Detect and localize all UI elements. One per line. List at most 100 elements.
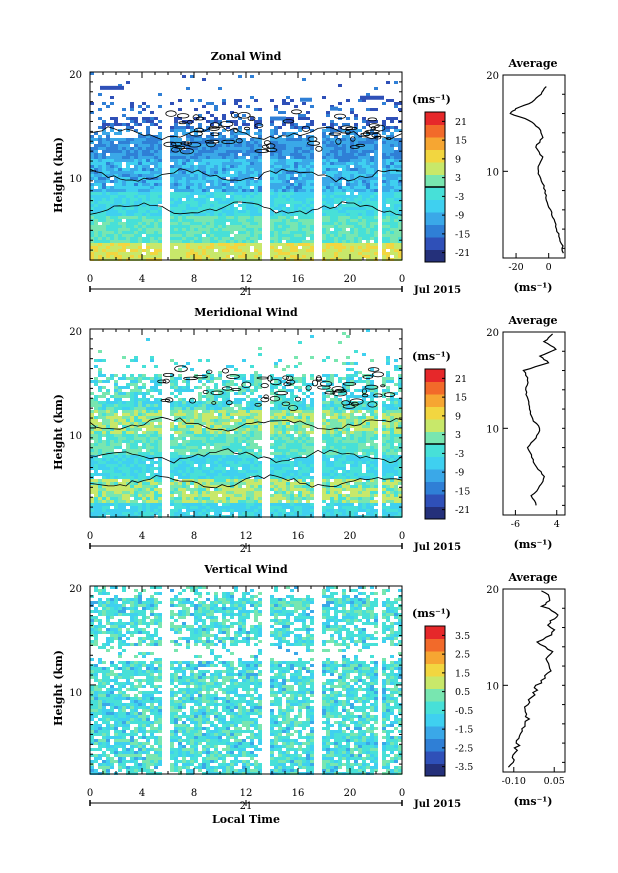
heatmap-cell (290, 120, 294, 123)
heatmap-cell (278, 150, 282, 153)
contour-line (210, 132, 220, 137)
heatmap-cell (398, 138, 402, 141)
heatmap-cell (158, 413, 162, 416)
heatmap-cell (330, 138, 334, 141)
heatmap-cell (134, 117, 138, 120)
heatmap-cell (394, 249, 398, 252)
heatmap-cell (382, 446, 386, 449)
panel-title: Vertical Wind (203, 563, 288, 576)
heatmap-cell (206, 213, 210, 216)
heatmap-cell (138, 135, 142, 138)
heatmap-cell (218, 207, 222, 210)
heatmap-cell (198, 434, 202, 437)
heatmap-cell (302, 228, 306, 231)
heatmap-cell (142, 156, 146, 159)
heatmap-cell (94, 171, 98, 174)
heatmap-cell (366, 249, 370, 252)
heatmap-cell (250, 374, 254, 377)
heatmap-cell (234, 428, 238, 431)
heatmap-cell (178, 177, 182, 180)
heatmap-cell (254, 180, 258, 183)
heatmap-cell (390, 117, 394, 120)
heatmap-cell (338, 234, 342, 237)
heatmap-cell (370, 141, 374, 144)
heatmap-cell (106, 255, 110, 258)
heatmap-cell (234, 198, 238, 201)
heatmap-cell (214, 198, 218, 201)
heatmap-cell (106, 249, 110, 252)
heatmap-cell (202, 201, 206, 204)
heatmap-cell (342, 237, 346, 240)
heatmap-cell (238, 156, 242, 159)
heatmap-cell (362, 398, 366, 401)
heatmap-cell (138, 111, 142, 114)
heatmap-cell (230, 189, 234, 192)
heatmap-cell (362, 434, 366, 437)
heatmap-cell (210, 243, 214, 246)
heatmap-cell (338, 219, 342, 222)
heatmap-cell (374, 216, 378, 219)
heatmap-cell (374, 189, 378, 192)
heatmap-cell (90, 207, 94, 210)
heatmap-cell (206, 111, 210, 114)
heatmap-cell (122, 138, 126, 141)
heatmap-cell (142, 195, 146, 198)
heatmap-cell (286, 219, 290, 222)
heatmap-cell (334, 207, 338, 210)
heatmap-cell (154, 153, 158, 156)
heatmap-cell (182, 159, 186, 162)
heatmap-cell (366, 240, 370, 243)
heatmap-cell (194, 204, 198, 207)
heatmap-cell (202, 413, 206, 416)
heatmap-cell (158, 156, 162, 159)
heatmap-cell (118, 401, 122, 404)
heatmap-cell (174, 159, 178, 162)
heatmap-cell (186, 419, 190, 422)
heatmap-cell (170, 246, 174, 249)
heatmap-cell (290, 434, 294, 437)
heatmap-cell (354, 371, 358, 374)
heatmap-cell (190, 401, 194, 404)
heatmap-cell (158, 222, 162, 225)
heatmap-cell (258, 246, 262, 249)
heatmap-cell (174, 153, 178, 156)
heatmap-cell (310, 237, 314, 240)
heatmap-cell (374, 410, 378, 413)
heatmap-cell (290, 240, 294, 243)
heatmap-cell (362, 156, 366, 159)
heatmap-cell (358, 213, 362, 216)
heatmap-cell (330, 171, 334, 174)
heatmap-cell (394, 225, 398, 228)
heatmap-cell (214, 195, 218, 198)
heatmap-cell (238, 231, 242, 234)
heatmap-cell (334, 192, 338, 195)
contour-line (333, 113, 346, 119)
heatmap-cell (190, 231, 194, 234)
heatmap-cell (330, 398, 334, 401)
heatmap-cell (110, 174, 114, 177)
heatmap-cell (230, 177, 234, 180)
heatmap-cell (398, 383, 402, 386)
heatmap-cell (346, 240, 350, 243)
heatmap-cell (306, 153, 310, 156)
heatmap-cell (222, 410, 226, 413)
heatmap-cell (334, 177, 338, 180)
heatmap-cell (158, 392, 162, 395)
heatmap-cell (214, 446, 218, 449)
heatmap-cell (178, 368, 182, 371)
heatmap-cell (170, 129, 174, 132)
heatmap-cell (278, 168, 282, 171)
heatmap-cell (114, 120, 118, 123)
heatmap-cell (322, 395, 326, 398)
heatmap-cell (346, 335, 350, 338)
heatmap-cell (206, 147, 210, 150)
heatmap-cell (206, 189, 210, 192)
heatmap-cell (338, 198, 342, 201)
heatmap-cell (242, 177, 246, 180)
heatmap-cell (174, 201, 178, 204)
heatmap-cell (390, 141, 394, 144)
heatmap-cell (274, 156, 278, 159)
heatmap-cell (270, 180, 274, 183)
heatmap-cell (198, 428, 202, 431)
heatmap-cell (126, 156, 130, 159)
